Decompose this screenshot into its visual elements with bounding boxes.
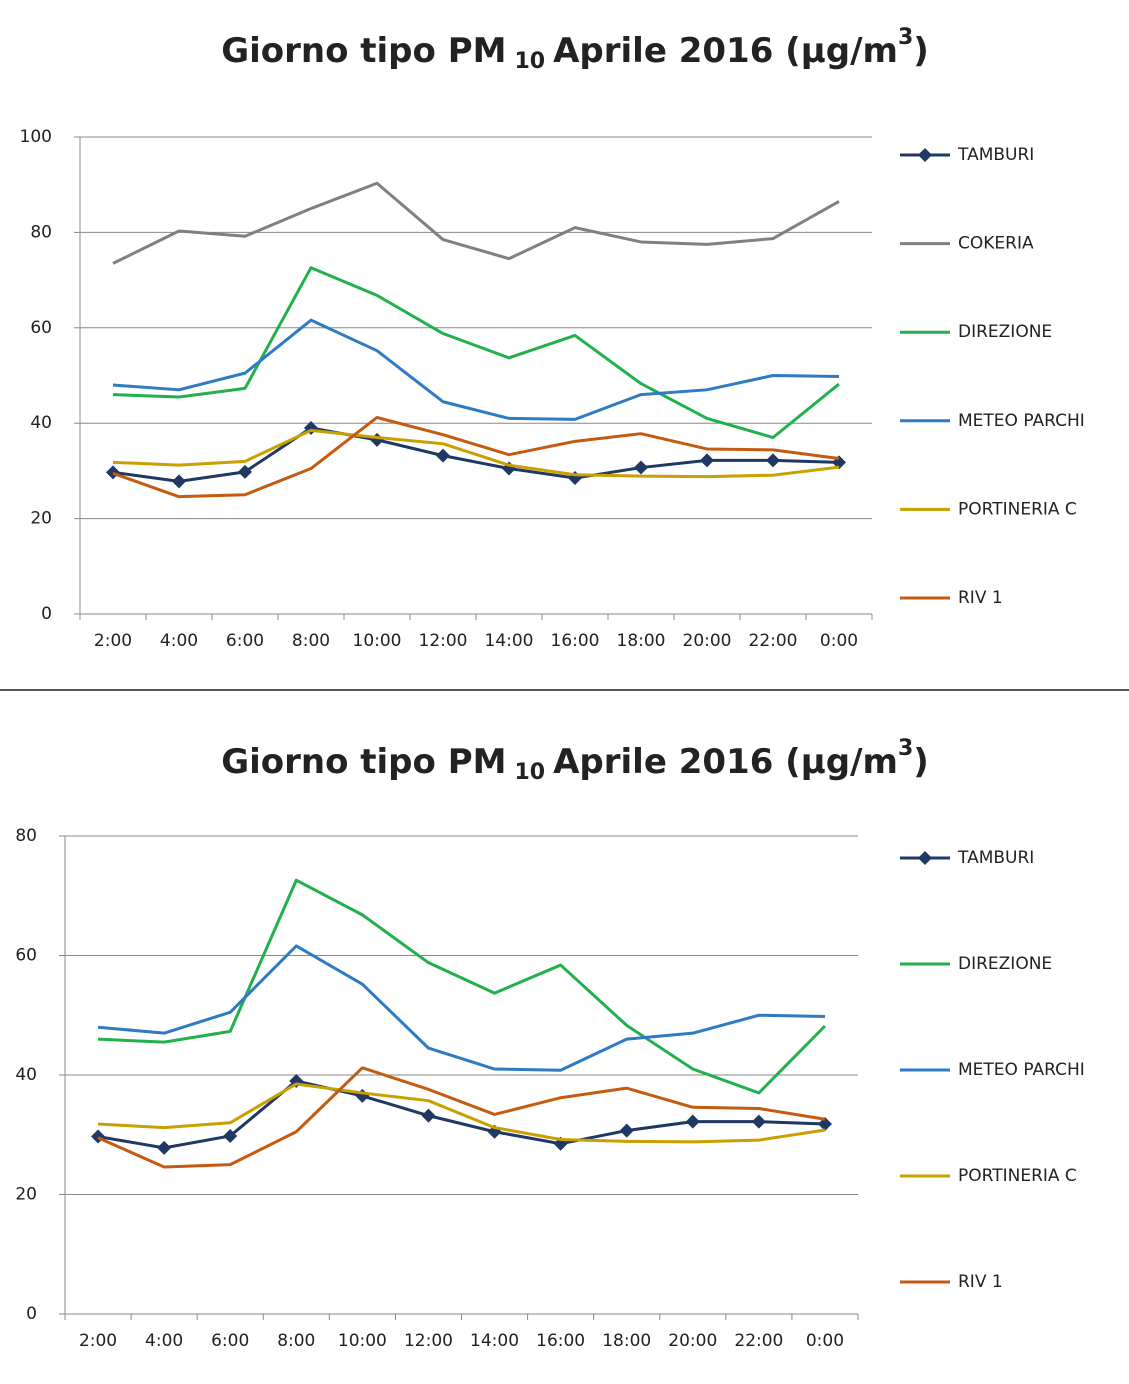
chart-title: Giorno tipo PM 10 Aprile 2016 (µg/m3) bbox=[221, 25, 929, 74]
legend-label: RIV 1 bbox=[958, 588, 1003, 608]
x-tick-label: 22:00 bbox=[734, 1331, 783, 1351]
x-tick-label: 14:00 bbox=[470, 1331, 519, 1351]
data-point bbox=[634, 460, 648, 475]
legend-label: TAMBURI bbox=[957, 145, 1034, 165]
x-tick-label: 4:00 bbox=[160, 631, 198, 651]
data-point bbox=[172, 474, 186, 489]
series-line bbox=[112, 181, 840, 265]
x-tick-label: 8:00 bbox=[277, 1331, 315, 1351]
x-tick-label: 16:00 bbox=[551, 631, 600, 651]
legend-label: RIV 1 bbox=[958, 1272, 1003, 1292]
data-point bbox=[157, 1140, 172, 1155]
title-part: 3 bbox=[898, 736, 913, 761]
legend-marker bbox=[918, 851, 932, 865]
x-tick-label: 10:00 bbox=[338, 1331, 387, 1351]
x-tick-label: 0:00 bbox=[806, 1331, 844, 1351]
data-point bbox=[619, 1123, 634, 1138]
data-point bbox=[370, 432, 384, 447]
data-point bbox=[421, 1108, 436, 1123]
series-line bbox=[112, 426, 840, 483]
title-part: Giorno tipo PM bbox=[221, 742, 506, 782]
series-line bbox=[112, 266, 840, 440]
legend-label: DIREZIONE bbox=[958, 954, 1052, 974]
series-line bbox=[97, 944, 825, 1072]
legend-label: COKERIA bbox=[958, 234, 1034, 254]
series-line bbox=[112, 428, 840, 479]
y-tick-label: 40 bbox=[15, 1065, 37, 1085]
title-part: ) bbox=[913, 742, 929, 782]
y-tick-label: 0 bbox=[26, 1304, 37, 1324]
data-point bbox=[751, 1114, 766, 1129]
x-tick-label: 8:00 bbox=[292, 631, 330, 651]
series-line bbox=[97, 1082, 826, 1144]
x-tick-label: 18:00 bbox=[617, 631, 666, 651]
data-point bbox=[436, 448, 450, 463]
y-tick-label: 40 bbox=[30, 413, 52, 433]
title-part: 3 bbox=[898, 25, 913, 50]
x-tick-label: 16:00 bbox=[536, 1331, 585, 1351]
x-tick-label: 0:00 bbox=[820, 631, 858, 651]
title-part: Giorno tipo PM bbox=[221, 31, 506, 71]
data-point bbox=[106, 465, 120, 480]
title-part: Aprile 2016 (µg/m bbox=[553, 31, 898, 71]
y-tick-label: 100 bbox=[20, 127, 52, 147]
legend-marker bbox=[918, 148, 932, 162]
chart-title: Giorno tipo PM 10 Aprile 2016 (µg/m3) bbox=[221, 736, 929, 785]
x-tick-label: 18:00 bbox=[602, 1331, 651, 1351]
x-tick-label: 12:00 bbox=[404, 1331, 453, 1351]
legend-label: PORTINERIA C bbox=[958, 1166, 1077, 1186]
x-tick-label: 20:00 bbox=[668, 1331, 717, 1351]
legend-label: TAMBURI bbox=[957, 848, 1034, 868]
title-part: Aprile 2016 (µg/m bbox=[553, 742, 898, 782]
data-point bbox=[238, 464, 252, 479]
x-tick-label: 12:00 bbox=[419, 631, 468, 651]
series-line bbox=[97, 1079, 826, 1150]
x-tick-label: 2:00 bbox=[79, 1331, 117, 1351]
y-tick-label: 60 bbox=[15, 946, 37, 966]
series-line bbox=[112, 415, 840, 499]
data-point bbox=[223, 1128, 238, 1143]
y-tick-label: 60 bbox=[30, 318, 52, 338]
legend-label: PORTINERIA C bbox=[958, 499, 1077, 519]
x-tick-label: 10:00 bbox=[353, 631, 402, 651]
x-tick-label: 4:00 bbox=[145, 1331, 183, 1351]
title-part: 10 bbox=[514, 49, 545, 74]
x-tick-label: 6:00 bbox=[211, 1331, 249, 1351]
x-tick-label: 22:00 bbox=[749, 631, 798, 651]
data-point bbox=[700, 453, 714, 468]
title-part: ) bbox=[913, 31, 929, 71]
x-tick-label: 2:00 bbox=[94, 631, 132, 651]
y-tick-label: 20 bbox=[30, 509, 52, 529]
x-tick-label: 20:00 bbox=[683, 631, 732, 651]
y-tick-label: 0 bbox=[41, 604, 52, 624]
legend-label: DIREZIONE bbox=[958, 322, 1052, 342]
y-tick-label: 80 bbox=[30, 222, 52, 242]
title-part: 10 bbox=[514, 760, 545, 785]
y-tick-label: 20 bbox=[15, 1185, 37, 1205]
data-point bbox=[766, 453, 780, 468]
legend-label: METEO PARCHI bbox=[958, 1060, 1085, 1080]
legend-label: METEO PARCHI bbox=[958, 411, 1085, 431]
x-tick-label: 14:00 bbox=[485, 631, 534, 651]
series-line bbox=[97, 878, 827, 1095]
x-tick-label: 6:00 bbox=[226, 631, 264, 651]
y-tick-label: 80 bbox=[15, 826, 37, 846]
data-point bbox=[685, 1114, 700, 1129]
series-line bbox=[112, 318, 840, 421]
data-point bbox=[817, 1116, 832, 1131]
series-line bbox=[97, 1066, 826, 1169]
